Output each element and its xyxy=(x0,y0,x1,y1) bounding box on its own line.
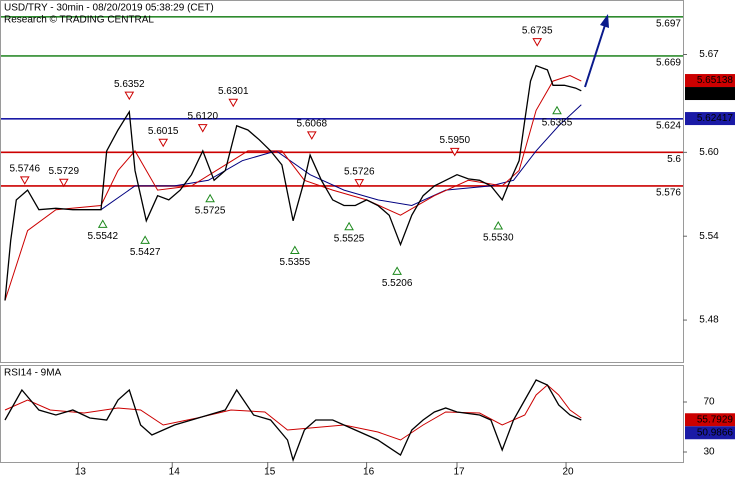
level-label: 5.576 xyxy=(656,188,681,199)
pivot-low-marker xyxy=(552,105,562,115)
level-label: 5.669 xyxy=(656,58,681,69)
pivot-high-marker xyxy=(19,176,30,185)
x-tick-label: 15 xyxy=(264,467,276,478)
x-tick-label: 13 xyxy=(75,467,87,478)
series-line xyxy=(4,379,582,463)
pivot-low-marker xyxy=(97,219,108,228)
x-tick-label: 17 xyxy=(453,467,465,478)
y-tick-label: 70 xyxy=(703,397,715,408)
y-tick-label: 5.67 xyxy=(699,49,719,60)
x-tick-label: 14 xyxy=(169,467,181,478)
x-tick-label: 16 xyxy=(363,467,375,478)
axis-marker xyxy=(685,87,735,101)
pivot-label: 5.6015 xyxy=(148,126,179,137)
arrow-head xyxy=(600,14,609,28)
pivot-label: 5.6301 xyxy=(218,86,249,97)
pivot-label: 5.5355 xyxy=(280,257,311,268)
pivot-high-marker xyxy=(532,38,543,47)
pivot-label: 5.5530 xyxy=(483,233,514,244)
axis-marker xyxy=(685,426,735,440)
pivot-high-marker xyxy=(124,91,135,101)
pivot-label: 5.5746 xyxy=(9,163,40,174)
pivot-label: 5.6120 xyxy=(187,111,218,122)
pivot-label: 5.6068 xyxy=(296,118,327,129)
y-tick-label: 5.60 xyxy=(699,147,719,158)
pivot-label: 5.5542 xyxy=(87,231,118,242)
pivot-label: 5.5427 xyxy=(130,247,161,258)
pivot-label: 5.5729 xyxy=(48,166,79,177)
pivot-high-marker xyxy=(158,138,169,148)
chart-title: USD/TRY - 30min - 08/20/2019 05:38:29 (C… xyxy=(4,3,214,14)
pivot-label: 5.5950 xyxy=(439,135,470,146)
rsi-panel xyxy=(0,365,684,463)
pivot-high-marker xyxy=(354,179,365,188)
level-label: 5.6 xyxy=(667,154,681,165)
pivot-label: 5.5525 xyxy=(334,233,365,244)
level-label: 5.697 xyxy=(656,18,681,29)
pivot-low-marker xyxy=(493,221,504,230)
x-tick-label: 20 xyxy=(562,467,574,478)
series-line xyxy=(100,104,582,211)
pivot-high-marker xyxy=(449,147,460,157)
pivot-high-marker xyxy=(58,178,69,188)
series-line xyxy=(4,64,582,301)
pivot-label: 5.5206 xyxy=(382,278,413,289)
axis-marker-label: 5.6438 xyxy=(702,88,733,99)
axis-marker-label: 50.9866 xyxy=(697,427,734,438)
axis-marker-label: 5.62417 xyxy=(697,113,734,124)
layers: 5.48 5.54 5.60 5.67 5.697 5.669 5.624 5.6 5.576 5… xyxy=(1,15,735,478)
rsi-title: RSI14 - 9MA xyxy=(4,368,62,379)
pivot-label: 5.6735 xyxy=(522,25,553,36)
y-tick-label: 5.48 xyxy=(699,315,719,326)
axis-marker-label: 5.65138 xyxy=(697,75,734,86)
y-tick-label: 30 xyxy=(703,447,715,458)
level-label: 5.624 xyxy=(656,120,681,131)
axis-marker xyxy=(685,112,735,126)
y-tick-label: 5.54 xyxy=(699,231,719,242)
pivot-label: 5.6355 xyxy=(542,117,573,128)
projection-arrow xyxy=(584,21,607,88)
axis-marker-label: 55.7929 xyxy=(697,414,734,425)
pivot-low-marker xyxy=(392,266,402,275)
pivot-low-marker xyxy=(289,245,300,254)
pivot-low-marker xyxy=(344,221,354,231)
pivot-label: 5.6352 xyxy=(114,79,145,90)
axis-marker xyxy=(685,413,735,427)
pivot-high-marker xyxy=(228,98,239,108)
pivot-low-marker xyxy=(140,235,150,244)
pivot-low-marker xyxy=(205,193,215,203)
pivot-label: 5.5726 xyxy=(344,166,375,177)
pivot-high-marker xyxy=(197,124,208,133)
pivot-label: 5.5725 xyxy=(195,205,226,216)
axis-marker xyxy=(685,74,735,88)
price-panel xyxy=(0,0,684,363)
chart-subtitle: Research © TRADING CENTRAL xyxy=(4,15,154,26)
pivot-high-marker xyxy=(306,131,317,140)
